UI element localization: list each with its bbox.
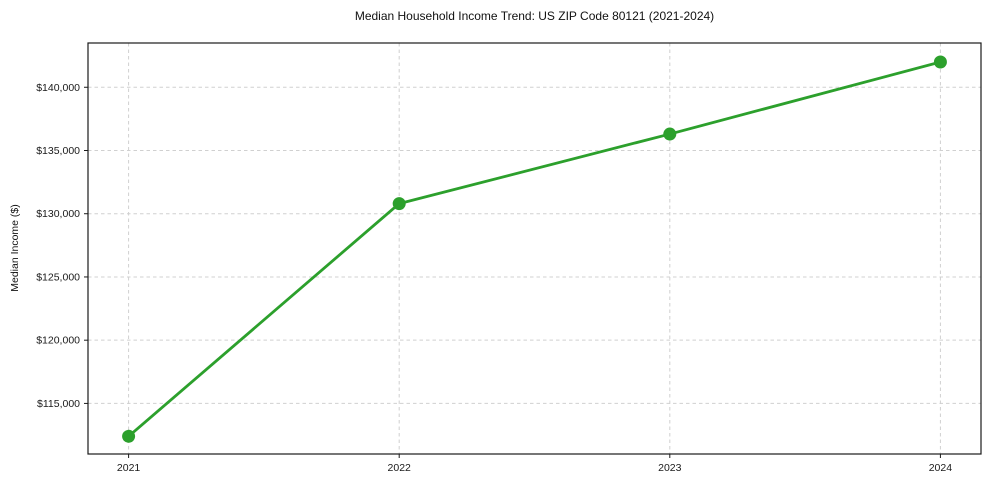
x-tick-label: 2022 [388, 462, 412, 474]
trend-line [127, 60, 942, 438]
data-point [933, 55, 947, 69]
chart-title: Median Household Income Trend: US ZIP Co… [354, 9, 715, 23]
y-tick-label: $120,000 [36, 335, 80, 347]
y-tick-label: $140,000 [36, 82, 80, 94]
y-tick-label: $130,000 [36, 208, 80, 220]
y-tick-label: $125,000 [36, 271, 80, 283]
x-tick-label: 2021 [117, 462, 141, 474]
data-point [663, 127, 677, 141]
data-point [392, 197, 406, 211]
plot-border [87, 42, 982, 455]
y-tick-label: $115,000 [37, 398, 80, 410]
data-point [122, 429, 136, 443]
x-tick-label: 2024 [929, 462, 953, 474]
y-tick-label: $135,000 [36, 145, 80, 157]
x-tick-label: 2023 [658, 462, 682, 474]
